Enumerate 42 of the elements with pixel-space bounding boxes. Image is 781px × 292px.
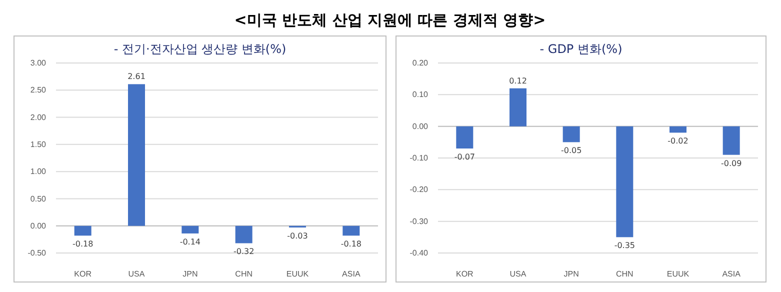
data-label: -0.05 <box>560 146 582 156</box>
y-tick-label: 2.00 <box>30 112 47 122</box>
data-label: -0.18 <box>72 240 94 249</box>
y-tick-label: -0.50 <box>28 248 47 258</box>
x-tick-label: USA <box>128 270 146 279</box>
y-tick-label: 1.00 <box>30 167 47 176</box>
data-label: -0.18 <box>340 240 362 249</box>
x-tick-label: CHN <box>235 270 253 279</box>
data-label: -0.02 <box>668 136 688 146</box>
x-tick-label: CHN <box>616 270 634 279</box>
chart-title: <미국 반도체 산업 지원에 따른 경제적 영향> <box>234 11 546 29</box>
chart-subtitle: - GDP 변화(%) <box>540 42 622 56</box>
data-label: -0.35 <box>614 241 636 250</box>
x-tick-label: JPN <box>182 270 198 279</box>
y-tick-label: -0.40 <box>410 248 429 258</box>
y-tick-label: 0.00 <box>30 221 47 230</box>
chart-subtitle: - 전기·전자산업 생산량 변화(%) <box>114 42 286 56</box>
x-tick-label: KOR <box>74 270 92 279</box>
y-tick-label: -0.10 <box>410 154 429 163</box>
y-tick-label: 0.10 <box>412 90 429 100</box>
y-tick-label: 0.00 <box>412 122 429 131</box>
x-tick-label: USA <box>510 270 527 279</box>
y-tick-label: -0.20 <box>410 185 429 194</box>
data-label: -0.14 <box>180 237 201 246</box>
x-tick-label: KOR <box>456 270 474 279</box>
x-tick-label: ASIA <box>342 270 361 279</box>
x-tick-label: JPN <box>564 270 580 279</box>
y-tick-label: 2.50 <box>30 86 47 95</box>
data-label: -0.09 <box>720 158 742 168</box>
y-tick-label: 1.50 <box>30 140 47 149</box>
data-label: 0.12 <box>509 76 527 86</box>
y-tick-label: 0.20 <box>412 58 429 68</box>
y-tick-label: 3.00 <box>30 58 47 68</box>
y-tick-label: -0.30 <box>410 216 429 226</box>
x-tick-label: EUUK <box>286 270 310 279</box>
data-label: -0.07 <box>454 152 476 162</box>
data-label: 2.61 <box>128 72 146 82</box>
x-tick-label: EUUK <box>666 270 690 279</box>
data-label: -0.03 <box>287 231 308 240</box>
y-tick-label: 0.50 <box>30 194 47 204</box>
data-label: -0.32 <box>233 247 254 256</box>
x-tick-label: ASIA <box>722 270 742 279</box>
